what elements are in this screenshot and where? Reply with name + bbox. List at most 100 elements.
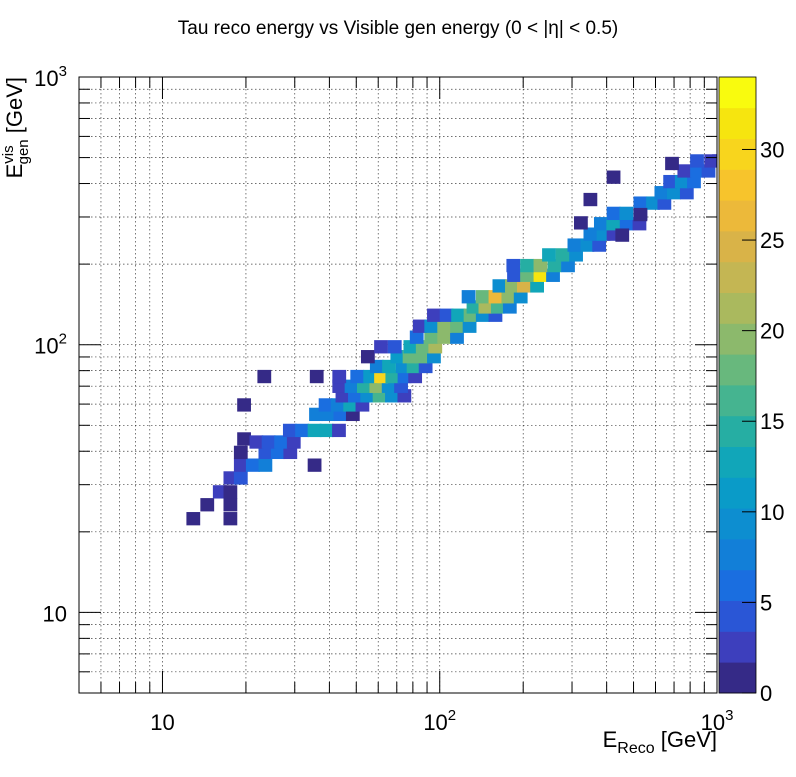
heatmap-cell [657, 196, 672, 210]
heatmap-cell [690, 164, 704, 178]
chart-title: Tau reco energy vs Visible gen energy (0… [178, 18, 618, 39]
heatmap-cell [506, 258, 521, 273]
heatmap-cell [646, 196, 660, 210]
heatmap-cell [385, 369, 400, 384]
heatmap-cells [186, 154, 718, 526]
colorbar: 0 5 10 15 20 25 30 [718, 76, 784, 706]
x-tick-label: 103 [701, 707, 734, 735]
heatmap-cell [282, 423, 297, 438]
colorbar-segment [719, 569, 756, 601]
colorbar-segment [719, 107, 756, 139]
heatmap-cell [332, 423, 346, 438]
heatmap-cell [542, 248, 556, 262]
heatmap-cell [466, 300, 481, 314]
heatmap-cell [450, 330, 464, 344]
heatmap-cell [245, 458, 260, 472]
colorbar-segment [719, 354, 756, 386]
heatmap-cell [200, 498, 215, 512]
heatmap-cell [619, 217, 634, 231]
heatmap-cell [654, 186, 669, 200]
heatmap-cell [593, 217, 608, 231]
colorbar-segment [719, 385, 756, 417]
colorbar-segment [719, 631, 756, 663]
heatmap-cell [363, 369, 378, 384]
heatmap-cell [690, 154, 704, 168]
heatmap-cell [427, 308, 441, 322]
colorbar-segment [719, 169, 756, 201]
colorbar-tick-label: 20 [760, 319, 784, 344]
heatmap-cell [530, 279, 544, 293]
heatmap-cell [462, 319, 477, 333]
heatmap-cell [547, 258, 562, 273]
heatmap-cell [233, 445, 248, 460]
heatmap-cell [233, 471, 248, 485]
colorbar-segment [719, 600, 756, 632]
heatmap-cell [360, 350, 375, 364]
heatmap-cell [439, 308, 454, 322]
colorbar-segment [719, 477, 756, 509]
heatmap-cell [520, 258, 534, 273]
heatmap-cell [249, 435, 264, 449]
heatmap-cell [350, 369, 365, 384]
heatmap-cell [561, 258, 575, 273]
colorbar-segment [719, 662, 756, 694]
heatmap-cell [286, 435, 301, 449]
axis-labels: EReco [GeV] Evisgen [GeV] [0, 77, 717, 757]
heatmap-cell [223, 485, 238, 499]
colorbar-border [718, 76, 757, 694]
colorbar-tick-label: 0 [760, 681, 772, 706]
heatmap-cell [490, 300, 505, 314]
colorbar-tick-label: 10 [760, 500, 784, 525]
heatmap-cell [319, 423, 334, 438]
colorbar-segment [719, 415, 756, 447]
heatmap-cell [374, 340, 388, 354]
heatmap-cell [606, 217, 621, 231]
axis-ticks: 10 102 103 10 102 103 [34, 63, 733, 735]
heatmap-cell [283, 445, 298, 460]
heatmap-cell [679, 186, 694, 200]
heatmap-cell [666, 186, 681, 200]
y-tick-label: 103 [34, 63, 67, 91]
heatmap-cell [424, 330, 439, 344]
heatmap-cell [592, 238, 607, 252]
heatmap-cell [295, 423, 309, 438]
colorbar-segment [719, 508, 756, 540]
heatmap-cell [318, 398, 333, 412]
heatmap-cell [615, 228, 630, 242]
y-axis-label: Evisgen [GeV] [0, 77, 32, 178]
heatmap-cell [619, 206, 634, 221]
colorbar-tick-label: 15 [760, 409, 784, 434]
heatmap-cell [677, 164, 692, 178]
heatmap-cell [475, 290, 490, 304]
colorbar-tick-label: 25 [760, 228, 784, 253]
heatmap-cell [212, 485, 227, 499]
heatmap-cell [461, 290, 476, 304]
x-axis-label: EReco [GeV] [603, 727, 717, 757]
heatmap-cell [408, 369, 423, 384]
heatmap-cell [374, 369, 388, 384]
colorbar-segment [719, 446, 756, 478]
colorbar-segment [719, 77, 756, 109]
heatmap-cell [223, 512, 238, 526]
colorbar-segment [719, 539, 756, 571]
heatmap-cell [223, 471, 238, 485]
heatmap-cell [478, 300, 493, 314]
heatmap-cell [488, 290, 503, 304]
heatmap-cell [633, 207, 648, 222]
heatmap-cell [505, 279, 519, 293]
heatmap-cell [663, 174, 678, 189]
heatmap-cell [583, 227, 598, 241]
heatmap-cell [513, 290, 528, 304]
heatmap-cell [665, 156, 679, 171]
x-tick-label: 102 [423, 707, 456, 735]
heatmap-cell [580, 238, 595, 252]
heatmap-cell [409, 330, 424, 344]
heatmap-cell [437, 319, 452, 333]
colorbar-tick-label: 30 [760, 137, 784, 162]
heatmap-cell [583, 192, 598, 207]
colorbar-segment [719, 200, 756, 232]
heatmap-cell [309, 369, 324, 384]
colorbar-segment [719, 323, 756, 355]
heatmap-cell [261, 435, 276, 449]
